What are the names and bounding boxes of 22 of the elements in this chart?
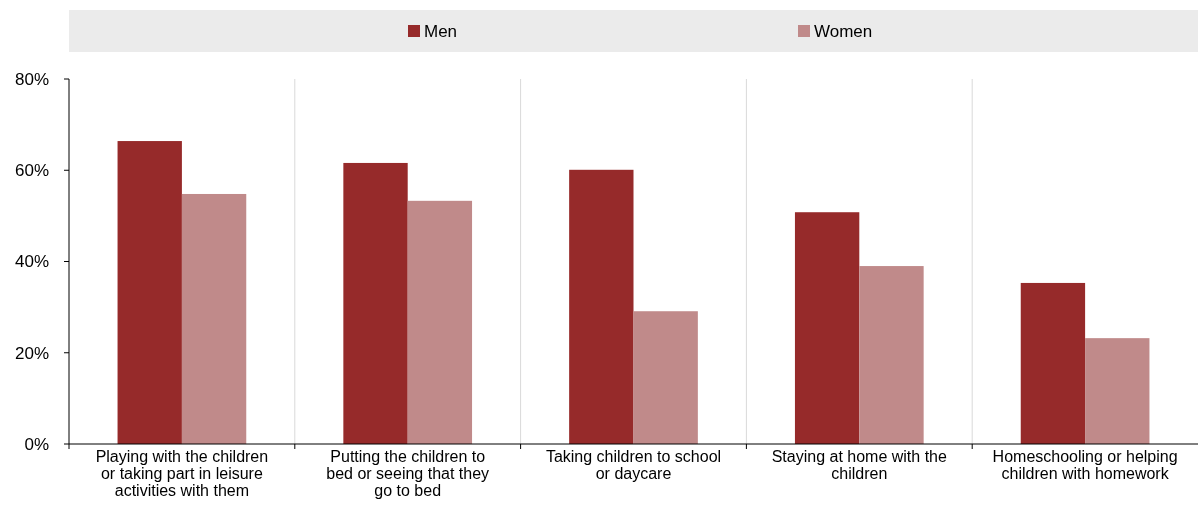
bar	[794, 212, 860, 444]
x-tick-label: Putting the children to bed or seeing that they go to bed	[326, 448, 490, 499]
bar	[1085, 338, 1150, 444]
bar	[859, 266, 924, 444]
x-tick-label: Homeschooling or helping children with homework	[992, 448, 1178, 482]
y-tick-label: 40%	[14, 252, 49, 272]
bar	[117, 141, 182, 444]
x-tick-label: Staying at home with the children	[771, 448, 947, 482]
legend-label: Men	[424, 21, 458, 41]
x-tick-label: Taking children to school or daycare	[545, 448, 722, 482]
bar	[407, 200, 473, 444]
y-tick-label: 60%	[14, 161, 49, 181]
y-tick-label: 0%	[24, 434, 49, 454]
bar	[181, 193, 247, 444]
bar	[633, 311, 698, 444]
bar	[1020, 282, 1086, 444]
y-tick-label: 80%	[14, 69, 49, 89]
bar	[569, 169, 634, 444]
y-tick-label: 20%	[14, 343, 49, 363]
x-tick-label: Playing with the children or taking part in leisure activities with them	[95, 448, 269, 499]
legend-label: Women	[814, 21, 873, 41]
bar	[343, 162, 408, 444]
